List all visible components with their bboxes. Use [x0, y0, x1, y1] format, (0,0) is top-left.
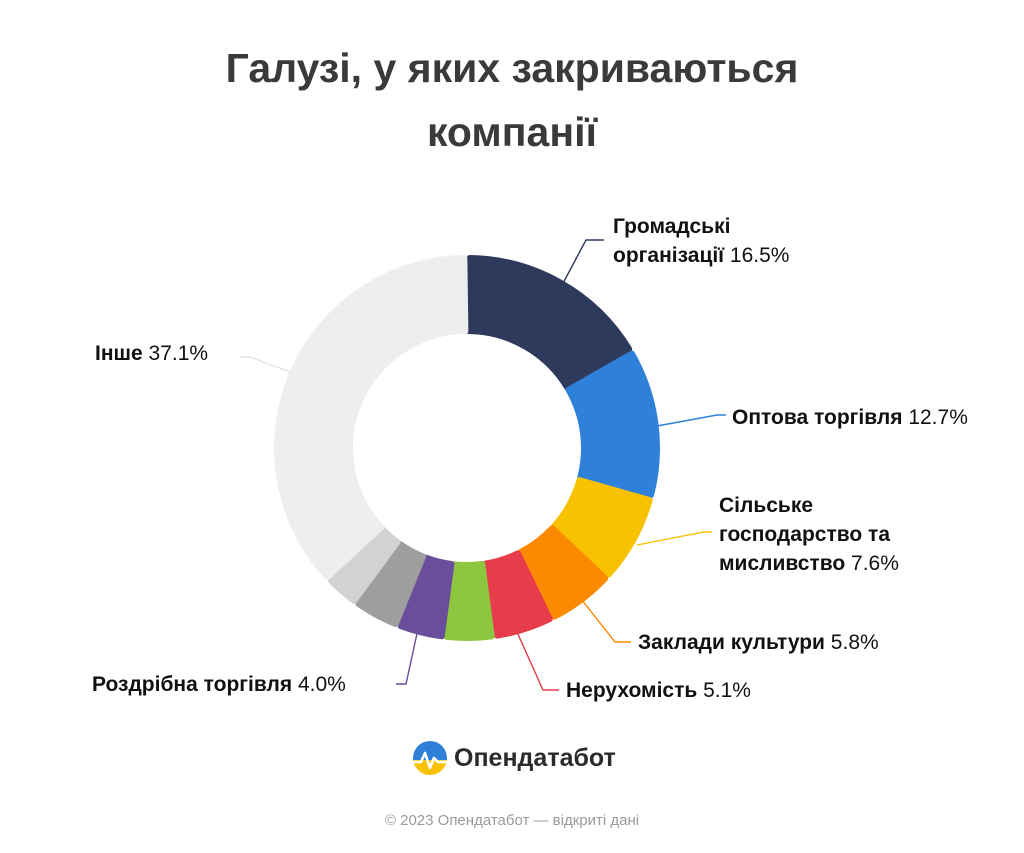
slice-value: 37.1%	[142, 342, 209, 365]
leader-lines	[240, 239, 726, 691]
donut-slices	[274, 255, 660, 641]
donut-slice-kultura	[517, 525, 609, 620]
leader-line-optova	[656, 414, 726, 427]
donut-slice-rozdribna	[397, 554, 455, 640]
leader-line-silske	[636, 531, 712, 546]
leader-line-rozdribna	[396, 628, 419, 685]
brand-name: Опендатабот	[454, 743, 616, 772]
slice-value: 5.1%	[697, 679, 751, 702]
leader-line-inshe	[240, 356, 294, 374]
slice-label-kultura: Заклади культури 5.8%	[638, 628, 879, 657]
slice-value: 16.5%	[724, 244, 790, 267]
donut-slice-unlabeled_gray	[355, 541, 427, 628]
donut-slice-silske	[551, 477, 653, 578]
slice-value: 4.0%	[292, 673, 346, 696]
slice-name: Нерухомість	[566, 679, 698, 702]
chart-title-line-2: компанії	[426, 109, 598, 155]
slice-name: Заклади культури	[638, 631, 825, 654]
slice-label-gromadski: Громадські організації 16.5%	[613, 212, 789, 270]
donut-slice-inshe	[274, 255, 469, 580]
donut-slice-unlabeled_green	[444, 561, 495, 641]
slice-value: 12.7%	[902, 406, 968, 429]
footer-copyright: © 2023 Опендатабот — відкриті дані	[384, 812, 640, 829]
leader-line-nerukhomist	[516, 631, 559, 691]
leader-line-gromadski	[560, 239, 604, 288]
slice-label-silske: Сільське господарство та мисливство 7.6%	[719, 491, 899, 578]
slice-label-rozdribna: Роздрібна торгівля 4.0%	[92, 670, 346, 699]
opendatabot-logo-icon	[413, 741, 447, 775]
slice-name: Громадські	[613, 215, 731, 238]
slice-name: Сільське	[719, 494, 814, 517]
donut-slice-optova	[565, 350, 660, 498]
donut-slice-unlabeled_lightgray	[328, 526, 401, 604]
slice-label-nerukhomist: Нерухомість 5.1%	[566, 676, 751, 705]
slice-name: господарство та	[719, 523, 890, 546]
brand: Опендатабот	[412, 740, 616, 776]
slice-name: організації	[613, 244, 725, 267]
donut-slice-gromadski	[465, 255, 633, 391]
slice-label-optova: Оптова торгівля 12.7%	[732, 403, 968, 432]
slice-name: Інше	[95, 342, 143, 365]
leader-line-kultura	[577, 594, 631, 643]
slice-name: Роздрібна торгівля	[92, 673, 293, 696]
slice-name: Оптова торгівля	[732, 406, 903, 429]
slice-value: 7.6%	[845, 552, 899, 575]
donut-slice-nerukhomist	[482, 550, 553, 639]
slice-label-inshe: Інше 37.1%	[95, 339, 208, 368]
chart-title-line-1: Галузі, у яких закриваються	[225, 45, 799, 91]
slice-value: 5.8%	[824, 631, 879, 654]
slice-name: мисливство	[719, 552, 846, 575]
